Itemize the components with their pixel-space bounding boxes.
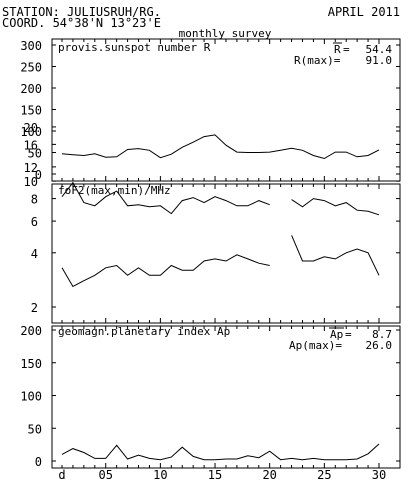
fof2-ytick-label: 2 [31,301,38,315]
data-marks [61,134,380,461]
sunspot-ytick-label: 0 [35,168,42,182]
coord-label: COORD. 54°38'N 13°23'E [2,16,161,30]
fof2-ytick-label: 6 [31,215,38,229]
ap-series-line-0 [61,443,380,461]
ap-panel-title: geomagn.planetary index Ap [58,325,230,338]
ap-panel-frame [51,325,401,469]
station-label: STATION: JULIUSRUH/RG. [2,5,161,19]
x-tick-label: 20 [262,468,276,480]
fof2-series-line-0 [61,181,380,216]
ap-max-label: Ap(max)= [289,339,342,352]
ap-max-value: 26.0 [366,339,393,352]
sunspot-panel-frame [51,38,401,182]
fof2-ytick-label: 8 [31,193,38,207]
x-tick-label: d [58,468,65,480]
fof2-ytick-label: 12 [24,161,38,175]
ap-mean-label: Ap [330,328,343,341]
x-tick-label: 25 [317,468,331,480]
sunspot-panel-title: provis.sunspot number R [58,41,211,54]
x-tick-label: 30 [372,468,386,480]
fof2-ytick-label: 20 [24,121,38,135]
ap-mean-value: 8.7 [372,328,392,341]
sunspot-mean-label: R [334,43,341,56]
ap-ytick-label: 50 [28,422,42,436]
ap-ytick-label: 100 [20,390,42,404]
fof2-ytick-label: 16 [24,138,38,152]
fof2-ytick-label: 4 [31,247,38,261]
x-tick-label: 05 [98,468,112,480]
sunspot-ytick-label: 100 [20,125,42,139]
sunspot-max-value: 91.0 [366,54,393,67]
sunspot-ytick-label: 300 [20,39,42,53]
x-tick-label: 15 [208,468,222,480]
ap-mean-equals: = [345,328,352,341]
sunspot-mean-equals: = [343,43,350,56]
ap-ytick-label: 0 [35,455,42,469]
sunspot-mean-value: 54.4 [366,43,393,56]
sunspot-ytick-label: 250 [20,61,42,75]
sunspot-ytick-label: 200 [20,82,42,96]
ap-ytick-label: 150 [20,357,42,371]
sunspot-max-label: R(max)= [294,54,341,67]
fof2-panel-title: foF2(max,min)/MHz [58,184,171,197]
sunspot-ytick-label: 150 [20,104,42,118]
period-label: APRIL 2011 [328,5,400,19]
fof2-panel-frame [51,183,401,324]
survey-label: monthly survey [179,27,272,40]
axis-ticks: 3002502001501005002001501005002016121086… [20,39,400,480]
sunspot-series-line-0 [61,134,380,160]
x-tick-label: 10 [153,468,167,480]
fof2-series-line-1 [61,235,380,288]
fof2-ytick-label: 10 [24,175,38,189]
ap-ytick-label: 200 [20,324,42,338]
sunspot-ytick-label: 50 [28,147,42,161]
